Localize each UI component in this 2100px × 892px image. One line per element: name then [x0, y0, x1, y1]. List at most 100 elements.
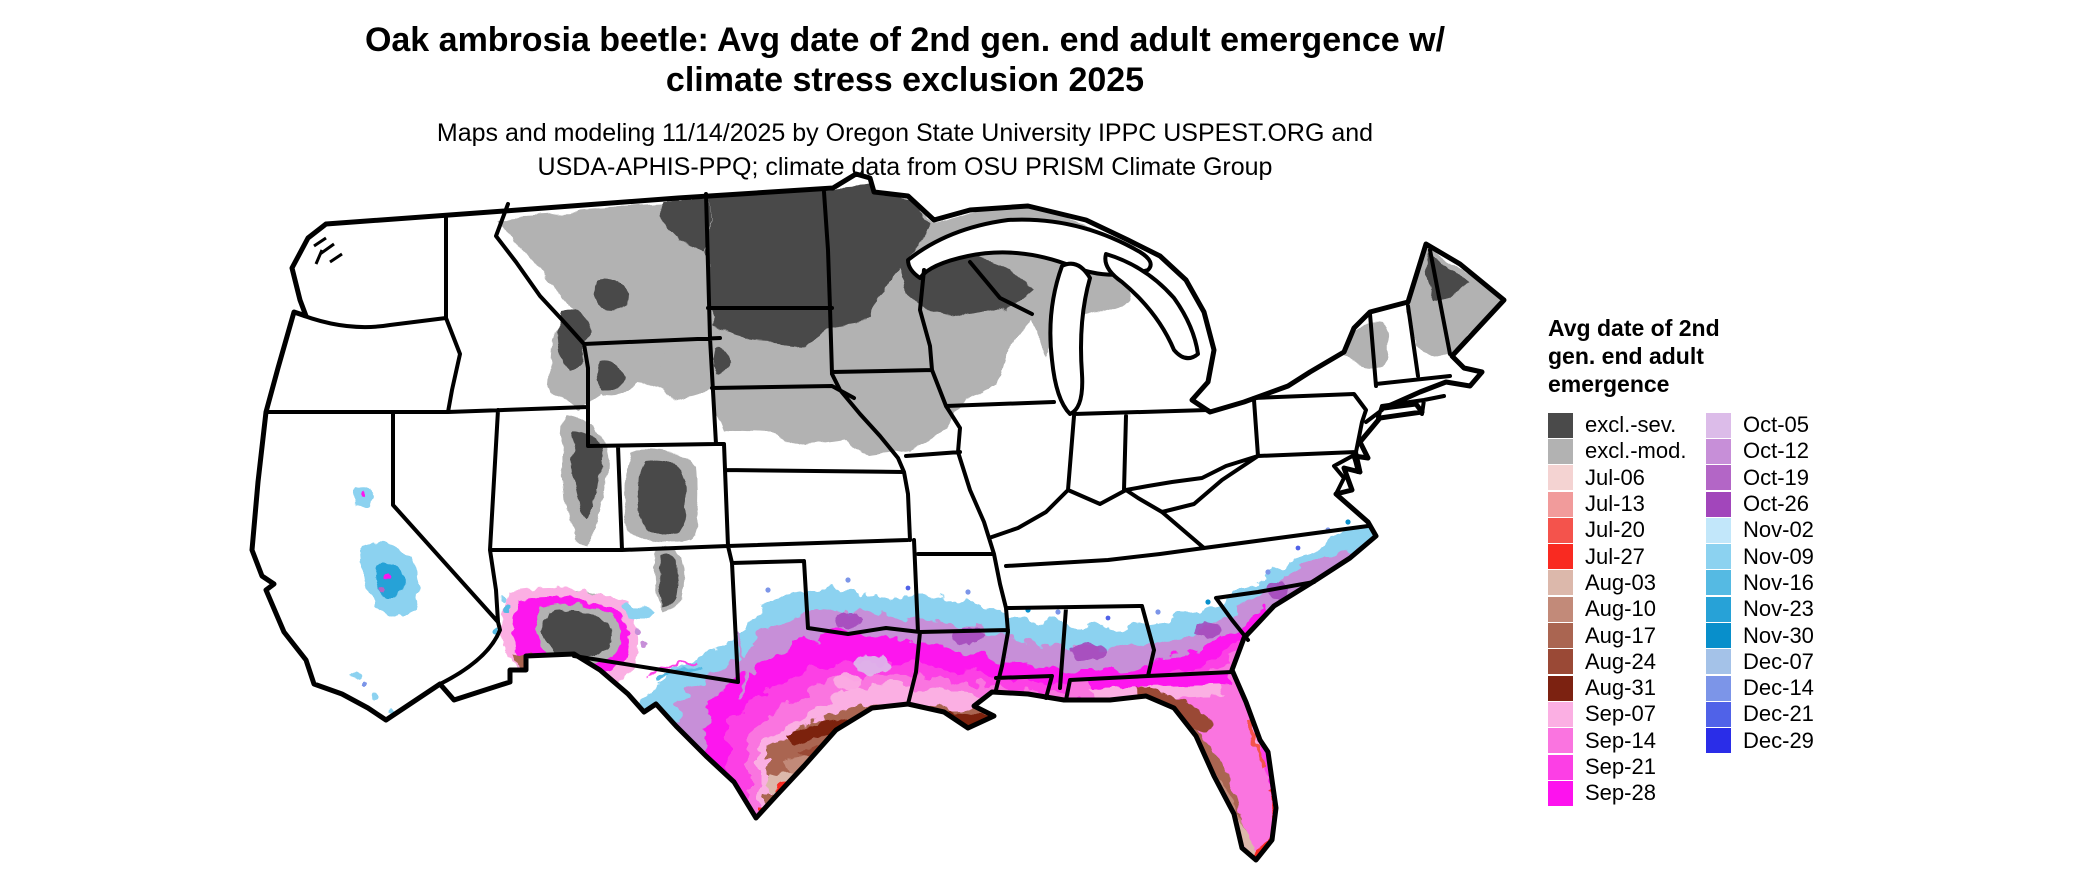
legend-swatch-jul27 — [1548, 544, 1573, 570]
legend-swatch-aug31 — [1548, 675, 1573, 701]
legend-item: Jul-27 — [1548, 543, 1686, 570]
legend-label: Sep-14 — [1585, 727, 1656, 753]
legend-item: Jul-13 — [1548, 491, 1686, 517]
legend-label: Aug-10 — [1585, 596, 1656, 622]
legend-swatch-excl_sev — [1548, 412, 1573, 438]
legend-item: Sep-28 — [1548, 780, 1686, 806]
legend-swatch-dec21 — [1706, 701, 1731, 727]
legend-swatch-sep21 — [1548, 754, 1573, 780]
legend-label: Jul-27 — [1585, 543, 1645, 569]
map-subtitle: Maps and modeling 11/14/2025 by Oregon S… — [260, 116, 1550, 184]
us-map-svg — [249, 171, 1507, 863]
legend-label: excl.-sev. — [1585, 412, 1677, 438]
legend-label: Sep-21 — [1585, 754, 1656, 779]
legend-swatch-nov09 — [1706, 544, 1731, 570]
legend-swatch-sep14 — [1548, 728, 1573, 754]
legend-label: Aug-31 — [1585, 675, 1656, 701]
legend-swatch-excl_mod — [1548, 438, 1573, 464]
legend-label: Dec-07 — [1743, 648, 1814, 674]
legend-swatch-dec07 — [1706, 649, 1731, 675]
legend-label: Oct-19 — [1743, 464, 1810, 490]
legend-item: excl.-mod. — [1548, 438, 1686, 464]
legend-swatch-oct26 — [1706, 491, 1731, 517]
puget-sound-squiggle — [313, 236, 343, 265]
legend-label: Nov-30 — [1743, 622, 1814, 648]
legend-item: Nov-30 — [1706, 622, 1814, 649]
legend-item: Aug-03 — [1548, 570, 1686, 596]
legend-item: Oct-19 — [1706, 465, 1814, 491]
legend-item: Oct-26 — [1706, 491, 1814, 517]
legend-label: Dec-14 — [1743, 675, 1814, 701]
map-title-line2: climate stress exclusion 2025 — [665, 61, 1145, 99]
legend-item: excl.-sev. — [1548, 412, 1686, 438]
legend-label: Oct-12 — [1743, 438, 1810, 464]
legend-swatch-nov30 — [1706, 623, 1731, 649]
legend-label: Aug-03 — [1585, 569, 1656, 595]
legend-label: Jul-06 — [1585, 464, 1645, 490]
legend-title-line1: Avg date of 2nd — [1548, 315, 1720, 341]
great-lakes — [906, 217, 1200, 416]
legend-title-line2: gen. end adult — [1548, 343, 1704, 369]
legend-swatch-jul20 — [1548, 517, 1573, 543]
legend-item: Jul-06 — [1548, 465, 1686, 491]
legend-swatch-oct19 — [1706, 465, 1731, 491]
legend-label: Nov-16 — [1743, 569, 1814, 595]
lake-michigan — [1048, 261, 1092, 416]
legend-label: Aug-24 — [1585, 648, 1656, 674]
legend-item: Dec-21 — [1706, 701, 1814, 727]
legend-item: Nov-02 — [1706, 517, 1814, 543]
legend-swatch-aug17 — [1548, 623, 1573, 649]
legend-label: Sep-28 — [1585, 780, 1656, 806]
legend-item: Sep-14 — [1548, 728, 1686, 754]
legend-label: Oct-05 — [1743, 412, 1810, 438]
legend-label: Aug-17 — [1585, 622, 1656, 648]
legend-item: Nov-23 — [1706, 596, 1814, 622]
legend-label: Oct-26 — [1743, 491, 1810, 517]
legend-item: Oct-05 — [1706, 412, 1814, 438]
map-title: Oak ambrosia beetle: Avg date of 2nd gen… — [260, 20, 1550, 100]
legend-swatch-sep07 — [1548, 701, 1573, 727]
legend-swatch-jul06 — [1548, 465, 1573, 491]
legend-label: Dec-21 — [1743, 701, 1814, 727]
legend-swatch-aug03 — [1548, 570, 1573, 596]
legend-item: Aug-31 — [1548, 675, 1686, 701]
legend-item: Oct-12 — [1706, 438, 1814, 464]
legend-column-2: Oct-05 Oct-12 Oct-19 Oct-26 Nov-02 Nov-0… — [1706, 412, 1814, 754]
legend-label: excl.-mod. — [1585, 438, 1687, 464]
legend-item: Dec-07 — [1706, 649, 1814, 675]
legend-item: Sep-07 — [1548, 701, 1686, 727]
map-subtitle-line2: USDA-APHIS-PPQ; climate data from OSU PR… — [537, 153, 1273, 181]
legend-item: Nov-09 — [1706, 543, 1814, 570]
legend-swatch-dec29 — [1706, 728, 1731, 754]
legend-item: Aug-24 — [1548, 649, 1686, 675]
legend-item: Aug-17 — [1548, 622, 1686, 649]
legend-swatch-nov23 — [1706, 596, 1731, 622]
lake-huron — [1103, 252, 1200, 361]
legend-label: Nov-02 — [1743, 517, 1814, 543]
legend-label: Dec-29 — [1743, 727, 1814, 753]
legend-swatch-sep28 — [1548, 780, 1573, 806]
legend-label: Nov-23 — [1743, 596, 1814, 622]
legend-title: Avg date of 2nd gen. end adult emergence — [1548, 314, 1968, 398]
map-data-regions — [252, 174, 1504, 860]
us-outline — [249, 171, 1507, 863]
legend-label: Jul-13 — [1585, 491, 1645, 517]
legend-item: Aug-10 — [1548, 596, 1686, 622]
legend-title-line3: emergence — [1548, 371, 1670, 397]
legend-swatch-jul13 — [1548, 491, 1573, 517]
legend-item: Sep-21 — [1548, 754, 1686, 780]
legend-swatch-nov16 — [1706, 570, 1731, 596]
map-title-line1: Oak ambrosia beetle: Avg date of 2nd gen… — [364, 21, 1446, 59]
legend-swatch-oct05 — [1706, 412, 1731, 438]
legend-swatch-nov02 — [1706, 517, 1731, 543]
legend-item: Jul-20 — [1548, 517, 1686, 543]
state-borders — [264, 190, 1452, 706]
legend-label: Sep-07 — [1585, 701, 1656, 727]
legend: Avg date of 2nd gen. end adult emergence… — [1548, 314, 1968, 806]
legend-label: Jul-20 — [1585, 517, 1645, 543]
late-date-specks — [765, 519, 1351, 621]
legend-swatch-aug24 — [1548, 649, 1573, 675]
legend-label: Nov-09 — [1743, 543, 1814, 569]
legend-item: Nov-16 — [1706, 570, 1814, 596]
